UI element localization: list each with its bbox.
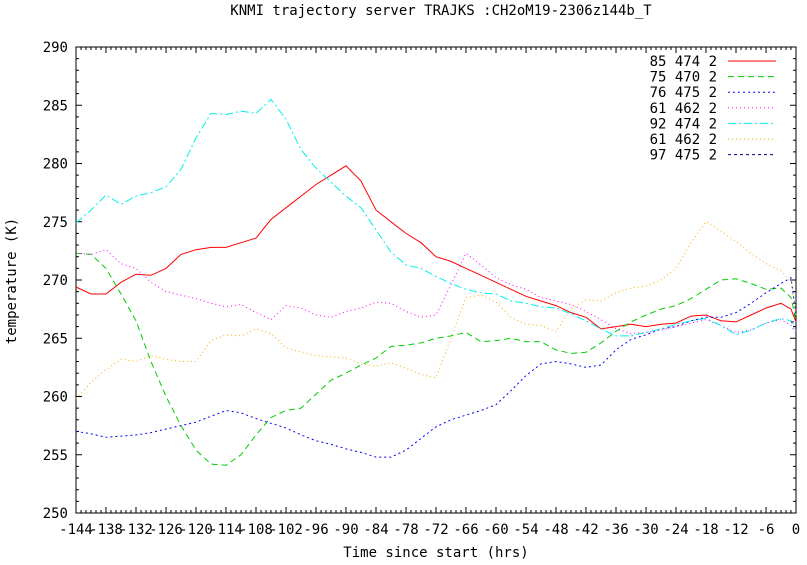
y-axis: 250 255 260 265 270 275 280 285 290 <box>43 40 796 522</box>
legend: 85 474 275 470 276 475 261 462 292 474 2… <box>650 54 776 164</box>
x-tick-label: -36 <box>603 522 628 538</box>
series-line-2 <box>75 252 797 466</box>
x-tick-label: 0 <box>792 522 800 538</box>
x-axis: -144-138-132-126-120-114-108-102 -96 -90 -8… <box>59 47 800 538</box>
series-line-1 <box>75 165 797 330</box>
x-tick-label: -24 <box>663 522 688 538</box>
y-tick-label: 265 <box>43 331 68 347</box>
y-tick-label: 280 <box>43 157 68 173</box>
x-tick-label: -12 <box>723 522 748 538</box>
x-tick-label: -114 <box>209 522 243 538</box>
x-tick-label: -42 <box>573 522 598 538</box>
series-line-6 <box>75 221 797 400</box>
x-tick-label: -126 <box>149 522 183 538</box>
y-tick-label: 250 <box>43 506 68 522</box>
chart-title: KNMI trajectory server TRAJKS :CH2oM19-2… <box>230 3 652 19</box>
legend-label-6: 61 462 2 <box>650 132 717 148</box>
legend-label-7: 97 475 2 <box>650 148 717 164</box>
x-tick-label: -90 <box>333 522 358 538</box>
x-tick-label: -84 <box>363 522 388 538</box>
legend-label-1: 85 474 2 <box>650 54 717 70</box>
x-tick-label: -6 <box>758 522 775 538</box>
x-tick-label: -60 <box>483 522 508 538</box>
x-tick-label: -30 <box>633 522 658 538</box>
x-tick-label: -102 <box>269 522 303 538</box>
x-tick-label: -120 <box>179 522 213 538</box>
y-axis-label: temperature (K) <box>4 218 20 344</box>
y-tick-label: 285 <box>43 98 68 114</box>
x-tick-label: -78 <box>393 522 418 538</box>
y-tick-label: 275 <box>43 215 68 231</box>
x-tick-label: -18 <box>693 522 718 538</box>
x-tick-label: -108 <box>239 522 273 538</box>
y-tick-label: 255 <box>43 448 68 464</box>
x-tick-label: -138 <box>89 522 123 538</box>
x-tick-label: -72 <box>423 522 448 538</box>
x-axis-label: Time since start (hrs) <box>343 545 528 561</box>
legend-label-2: 75 470 2 <box>650 70 717 86</box>
x-tick-label: -132 <box>119 522 153 538</box>
legend-label-3: 76 475 2 <box>650 85 717 101</box>
series-line-5 <box>75 98 797 337</box>
legend-label-5: 92 474 2 <box>650 116 717 132</box>
x-tick-label: -48 <box>543 522 568 538</box>
y-tick-label: 270 <box>43 273 68 289</box>
x-tick-label: -54 <box>513 522 538 538</box>
series-lines <box>75 98 797 466</box>
x-tick-label: -66 <box>453 522 478 538</box>
y-tick-label: 260 <box>43 390 68 406</box>
x-tick-label: -96 <box>303 522 328 538</box>
y-tick-label: 290 <box>43 40 68 56</box>
legend-label-4: 61 462 2 <box>650 101 717 117</box>
x-tick-label: -144 <box>59 522 93 538</box>
